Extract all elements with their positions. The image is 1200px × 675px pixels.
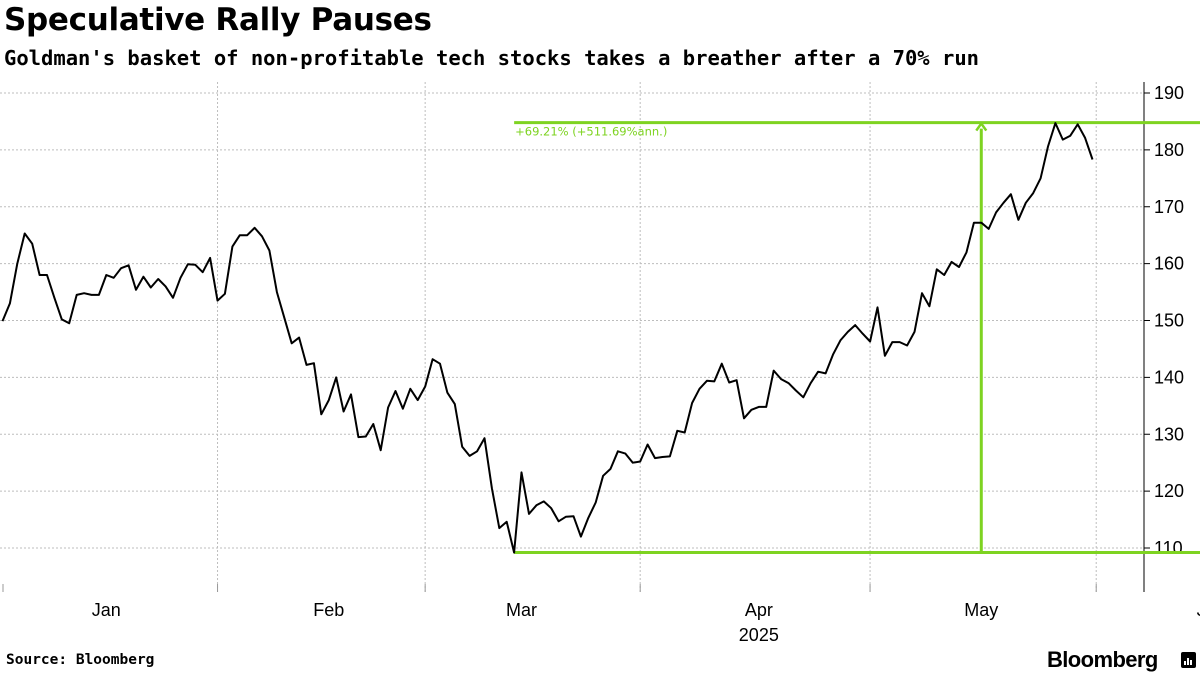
source-note: Source: Bloomberg bbox=[6, 652, 155, 668]
x-tick-label: Jan bbox=[92, 600, 121, 620]
chart-title: Speculative Rally Pauses bbox=[4, 2, 432, 38]
x-tick-label: Apr bbox=[745, 600, 773, 620]
y-tick-label: 160 bbox=[1154, 254, 1184, 274]
bloomberg-logo: Bloomberg bbox=[1047, 647, 1158, 672]
y-tick-label: 150 bbox=[1154, 311, 1184, 331]
y-tick-label: 130 bbox=[1154, 424, 1184, 444]
y-tick-label: 170 bbox=[1154, 197, 1184, 217]
series-line bbox=[1, 122, 1094, 554]
y-tick-label: 140 bbox=[1154, 367, 1184, 387]
x-year-label: 2025 bbox=[739, 625, 779, 645]
x-tick-label: May bbox=[964, 600, 998, 620]
x-tick-label: Feb bbox=[313, 600, 344, 620]
annotation-arrowhead bbox=[975, 121, 988, 132]
x-tick-label: Mar bbox=[506, 600, 537, 620]
chart-subtitle: Goldman's basket of non-profitable tech … bbox=[4, 46, 980, 70]
x-tick-label: Jun bbox=[1197, 600, 1200, 620]
y-tick-label: 110 bbox=[1154, 538, 1183, 558]
y-tick-label: 180 bbox=[1154, 140, 1184, 160]
annotation-change-label: +69.21% (+511.69%ann.) bbox=[515, 125, 667, 139]
y-tick-label: 120 bbox=[1154, 481, 1184, 501]
grid bbox=[0, 82, 1144, 592]
annotations: +69.21% (+511.69%ann.) bbox=[514, 121, 1200, 555]
series bbox=[1, 122, 1094, 554]
bloomberg-terminal-icon bbox=[1181, 652, 1196, 668]
y-tick-label: 190 bbox=[1154, 83, 1184, 103]
axes: 110 120 130 140 150 160 170 180 190 Jan Feb Mar Apr M… bbox=[2, 82, 1200, 645]
